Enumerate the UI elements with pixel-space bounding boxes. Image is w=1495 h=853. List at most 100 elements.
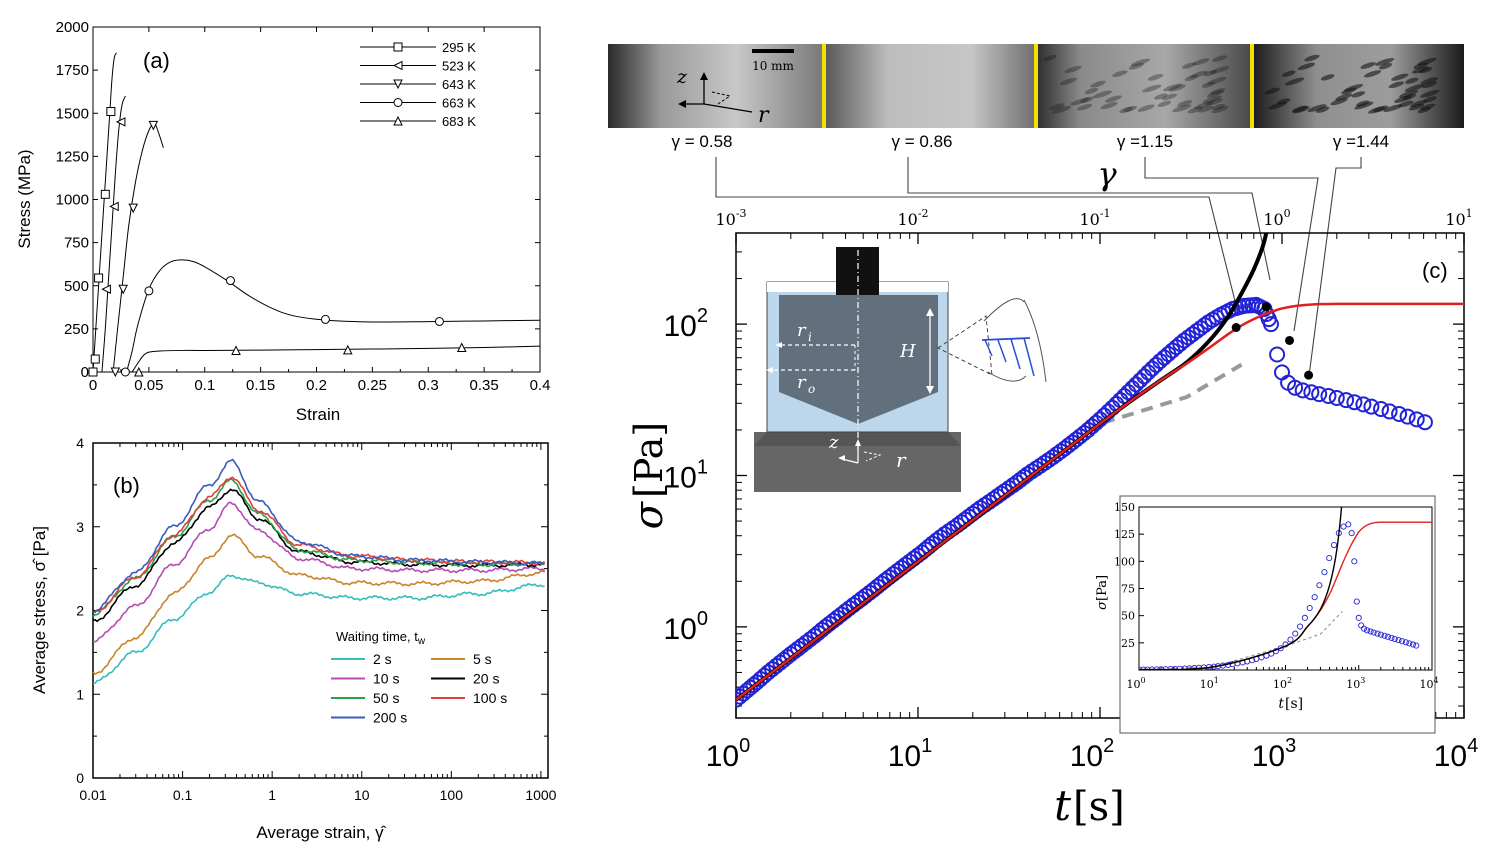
svg-text:σ: σ (1095, 600, 1110, 610)
a-xtick-label: 0.35 (470, 377, 499, 394)
svg-text:z: z (828, 432, 839, 453)
strip-streak (1363, 70, 1382, 78)
gamma-label-2: γ = 0.86 (892, 132, 953, 151)
inset-data-point (1406, 640, 1413, 647)
b-legend-label: 20 s (473, 671, 499, 687)
inset-data-point (1370, 629, 1377, 636)
a-xtick-label: 0.15 (246, 377, 275, 394)
c-data-point (1040, 452, 1057, 469)
strip-axes-icon: z r (676, 66, 770, 128)
strip-streak (1383, 104, 1403, 112)
panel-c: 10 mm z r γ = 0.58 γ = 0.86 γ =1.15 γ =1… (608, 44, 1479, 830)
strip-streak (1375, 58, 1395, 66)
c-data-point (1320, 388, 1337, 405)
b-legend-title: Waiting time, tw (336, 629, 426, 647)
inset-data-point (1287, 636, 1294, 643)
c-dashed-guide (736, 362, 1243, 702)
c-ytick-label: 100 (664, 608, 709, 646)
strip-streak (1210, 88, 1226, 95)
strip-streak (1394, 95, 1412, 103)
inset-data-point (1398, 638, 1406, 645)
a-ytick-label: 2000 (56, 19, 89, 36)
inset-data-point (1355, 614, 1362, 621)
c-xtick-label: 102 (1070, 735, 1115, 773)
strip-streak (1201, 81, 1216, 88)
a-series-marker (101, 284, 111, 295)
a-xtick-label: 0.25 (358, 377, 387, 394)
a-ytick-label: 1000 (56, 192, 89, 209)
strip-streak (1190, 70, 1208, 78)
strip-streak (1147, 73, 1164, 81)
a-xtick-label: 0.3 (418, 377, 439, 394)
inset-data-point (1395, 637, 1402, 644)
strip-streak (1351, 91, 1366, 98)
b-xtick-label: 0.1 (173, 787, 193, 803)
inset-data-point (1374, 630, 1381, 637)
strip-frame-1 (608, 44, 822, 128)
a-ytick-label: 1750 (56, 62, 89, 79)
strip-streak (1130, 58, 1150, 67)
strip-streak (1172, 104, 1192, 113)
b-series-line (92, 574, 545, 685)
gamma-label-3: γ =1.15 (1117, 132, 1173, 151)
inset-data-point (1353, 598, 1360, 605)
strip-streak (1059, 77, 1078, 85)
strip-streak (1297, 62, 1315, 70)
strip-streak (1341, 87, 1357, 95)
c-top-tick-label: 10-1 (1079, 207, 1110, 229)
inset-data-point (1348, 530, 1355, 537)
a-legend-label: 683 K (442, 114, 476, 129)
strip-streak (1330, 98, 1348, 106)
a-series-line (101, 95, 126, 373)
c-red-fit (736, 302, 1464, 701)
svg-text:[Pa]: [Pa] (627, 422, 671, 498)
svg-text:σ: σ (626, 500, 672, 529)
c-xtick-label: 103 (1252, 735, 1297, 773)
b-ytick-label: 3 (76, 519, 84, 535)
svg-text:r: r (797, 372, 807, 393)
gamma-label-4: γ =1.44 (1333, 132, 1389, 151)
strip-streak (1177, 100, 1193, 107)
strip-streak (1100, 101, 1118, 110)
strip-streak (1404, 84, 1424, 92)
a-series-marker (106, 107, 116, 117)
strip-streak (1419, 66, 1433, 74)
svg-text:o: o (808, 382, 815, 396)
strip-streak (1168, 84, 1186, 92)
c-ytick-label: 102 (664, 305, 709, 343)
inset-data-point (1364, 627, 1371, 634)
svg-text:z: z (676, 66, 688, 88)
c-annotation-dot (1261, 302, 1271, 312)
c-data-point (1140, 364, 1157, 381)
a-legend-marker (393, 115, 403, 126)
a-series-marker (90, 354, 100, 364)
c-data-point (1124, 380, 1141, 397)
c-xtick-label: 100 (706, 735, 751, 773)
c-data-point (1391, 405, 1408, 422)
c-data-point (1355, 396, 1372, 413)
inset-dashed-guide (1139, 610, 1343, 670)
inset-data-point (1391, 635, 1398, 643)
apparatus-schematic: r i r o H z r (754, 247, 1047, 492)
c-data-point (1036, 454, 1053, 471)
b-legend-label: 10 s (373, 671, 399, 687)
c-data-point (1269, 346, 1286, 363)
c-data-point (1408, 411, 1425, 428)
c-data-point (1144, 360, 1161, 377)
b-series-line (92, 477, 545, 618)
strip-streak (1210, 66, 1230, 74)
inset-chart-box (1119, 495, 1436, 734)
b-legend-label: 2 s (373, 651, 392, 667)
inset-data-point (1326, 555, 1333, 562)
b-series-line (92, 501, 546, 643)
c-data-point (1044, 449, 1061, 466)
c-data-point (1128, 376, 1145, 393)
strip-streak (1090, 80, 1106, 88)
inset-data-point (1388, 634, 1395, 641)
c-data-point (1363, 398, 1380, 415)
strip-streak (1205, 98, 1223, 106)
c-xtick-label: 104 (1434, 735, 1479, 773)
inset-data-point (1360, 625, 1368, 632)
strip-streak (1187, 106, 1203, 114)
